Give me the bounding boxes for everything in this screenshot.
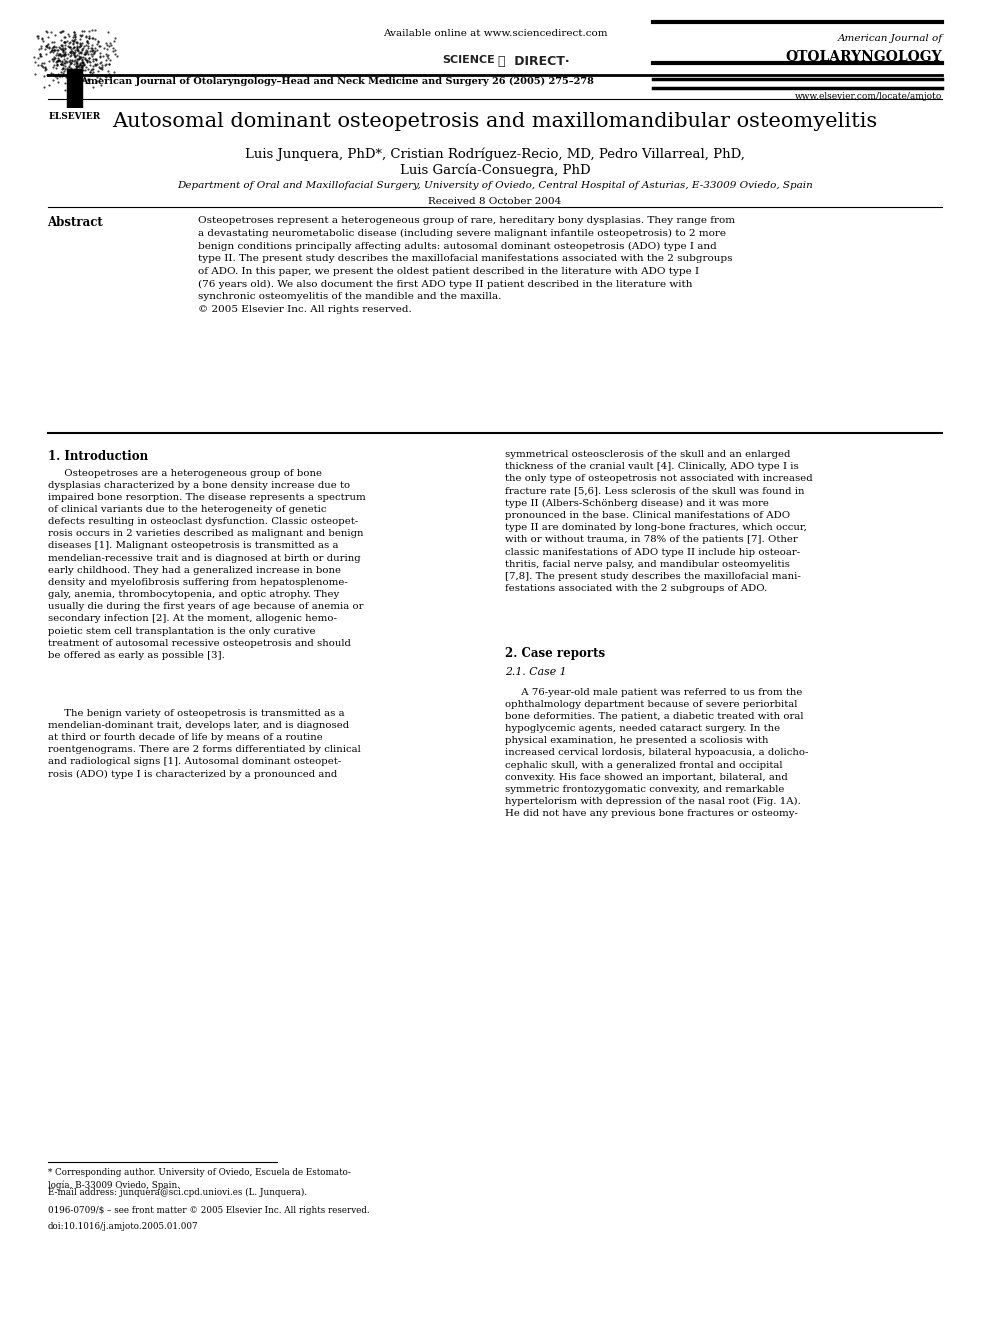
Text: Luis Junquera, PhD*, Cristian Rodríguez-Recio, MD, Pedro Villarreal, PhD,: Luis Junquera, PhD*, Cristian Rodríguez-… [246, 148, 744, 161]
Text: Autosomal dominant osteopetrosis and maxillomandibular osteomyelitis: Autosomal dominant osteopetrosis and max… [113, 112, 877, 131]
Text: ⓐ  DIRECT·: ⓐ DIRECT· [498, 55, 569, 69]
Text: Received 8 October 2004: Received 8 October 2004 [429, 197, 561, 206]
Text: doi:10.1016/j.amjoto.2005.01.007: doi:10.1016/j.amjoto.2005.01.007 [48, 1222, 198, 1232]
Text: The benign variety of osteopetrosis is transmitted as a
mendelian-dominant trait: The benign variety of osteopetrosis is t… [48, 709, 360, 779]
Text: 2. Case reports: 2. Case reports [505, 647, 605, 660]
Text: OTOLARYNGOLOGY: OTOLARYNGOLOGY [786, 50, 942, 65]
Text: Abstract: Abstract [48, 216, 103, 230]
Text: 0196-0709/$ – see front matter © 2005 Elsevier Inc. All rights reserved.: 0196-0709/$ – see front matter © 2005 El… [48, 1206, 369, 1216]
Text: Osteopetroses are a heterogeneous group of bone
dysplasias characterized by a bo: Osteopetroses are a heterogeneous group … [48, 469, 365, 660]
Bar [67, 69, 82, 108]
Text: 1. Introduction: 1. Introduction [48, 450, 148, 463]
Text: www.elsevier.com/locate/amjoto: www.elsevier.com/locate/amjoto [795, 92, 942, 102]
Text: 2.1. Case 1: 2.1. Case 1 [505, 667, 566, 677]
Text: Department of Oral and Maxillofacial Surgery, University of Oviedo, Central Hosp: Department of Oral and Maxillofacial Sur… [177, 181, 813, 190]
Text: A 76-year-old male patient was referred to us from the
ophthalmology department : A 76-year-old male patient was referred … [505, 688, 808, 818]
Text: American Journal of: American Journal of [838, 34, 942, 44]
Text: Available online at www.sciencedirect.com: Available online at www.sciencedirect.co… [383, 29, 607, 38]
Text: ELSEVIER: ELSEVIER [49, 112, 101, 121]
Text: American Journal of Otolaryngology–Head and Neck Medicine and Surgery 26 (2005) : American Journal of Otolaryngology–Head … [79, 77, 594, 86]
Text: symmetrical osteosclerosis of the skull and an enlarged
thickness of the cranial: symmetrical osteosclerosis of the skull … [505, 450, 813, 593]
Text: SCIENCE: SCIENCE [443, 55, 495, 66]
Text: Osteopetroses represent a heterogeneous group of rare, hereditary bony dysplasia: Osteopetroses represent a heterogeneous … [198, 216, 735, 314]
Text: Luis García-Consuegra, PhD: Luis García-Consuegra, PhD [400, 164, 590, 177]
Text: * Corresponding author. University of Oviedo, Escuela de Estomato-
logía, B-3300: * Corresponding author. University of Ov… [48, 1168, 350, 1189]
Text: E-mail address: junquera@sci.cpd.uniovi.es (L. Junquera).: E-mail address: junquera@sci.cpd.uniovi.… [48, 1188, 307, 1197]
